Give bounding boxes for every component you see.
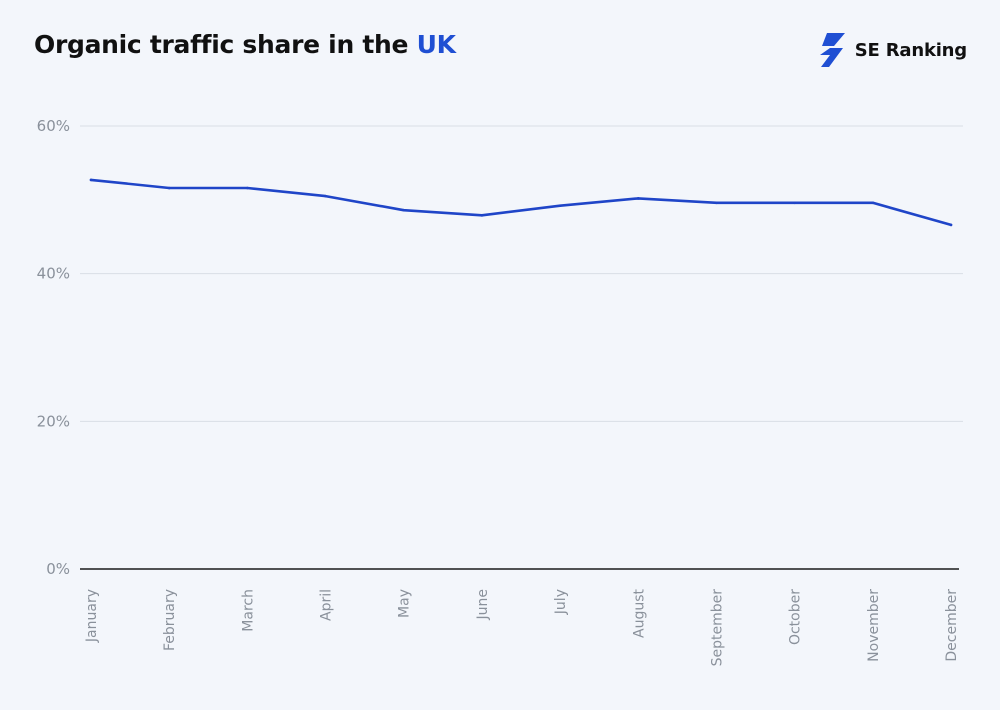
data-point [324,194,327,198]
x-tick-label: March [240,589,256,632]
x-tick-label: October [788,589,804,645]
data-point [871,201,875,205]
y-tick-label: 40% [37,265,70,283]
data-point [402,208,406,212]
x-tick-label: August [631,588,647,638]
data-point [167,186,171,190]
data-point [636,197,640,200]
data-point [558,204,562,208]
data-point [715,201,718,205]
x-tick-label: May [397,589,413,618]
x-tick-label: July [553,589,569,615]
data-point [480,214,484,217]
data-point [89,178,93,182]
brand-logo: SE Ranking [817,33,967,67]
lightning-bolt-icon [819,33,845,67]
title-main: Organic traffic share in the [34,30,417,59]
y-tick-label: 0% [46,560,70,578]
x-tick-label: December [944,589,960,662]
data-point [793,201,796,205]
series-line [89,178,953,227]
data-point [246,186,249,190]
y-tick-label: 60% [37,117,70,135]
x-tick-label: January [84,589,100,643]
title-accent: UK [416,30,456,59]
x-tick-label: September [709,589,725,667]
chart-title: Organic traffic share in the UK [34,30,456,59]
brand-name: SE Ranking [854,39,967,61]
x-tick-label: February [162,589,178,651]
y-tick-label: 20% [37,412,70,430]
data-point [949,223,953,227]
x-tick-label: November [866,589,882,662]
x-tick-label: June [475,589,491,621]
x-tick-label: April [319,589,335,621]
